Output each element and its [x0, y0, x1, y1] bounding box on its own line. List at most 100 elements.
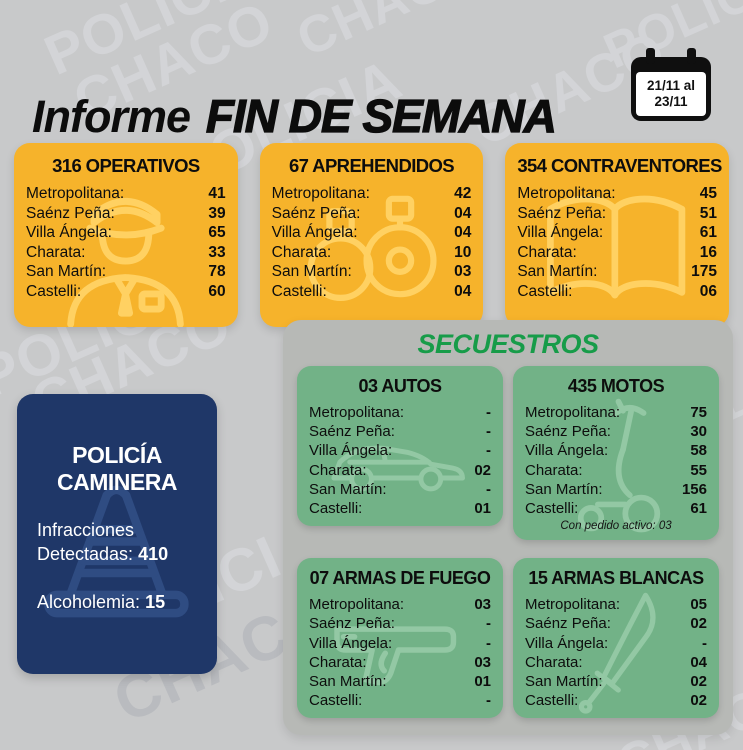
- stat-label: Charata:: [517, 243, 577, 261]
- card-rows: Metropolitana: 75 Saénz Peña: 30 Villa Ángel…: [525, 403, 707, 518]
- stat-label: Castelli:: [517, 282, 573, 300]
- card-title: 354 CONTRAVENTORES: [517, 155, 722, 176]
- calendar-date-line2: 23/11: [654, 94, 688, 109]
- stat-row: Metropolitana: 45: [517, 184, 717, 204]
- stat-label: Saénz Peña:: [26, 204, 115, 222]
- stat-value: 04: [690, 653, 707, 671]
- stat-label: Castelli:: [309, 500, 363, 518]
- stat-value: 55: [690, 461, 707, 479]
- stat-label: Charata:: [309, 461, 367, 479]
- stat-label: Saénz Peña:: [309, 615, 395, 633]
- caminera-title-line2: CAMINERA: [57, 469, 177, 495]
- summary-cards-row: 316 OPERATIVOS Metropolitana: 41 Saénz Peñ…: [14, 143, 730, 327]
- stat-row: Villa Ángela: 04: [272, 223, 472, 243]
- stat-label: Saénz Peña:: [525, 615, 611, 633]
- stat-value: 03: [454, 263, 472, 281]
- stat-value: 16: [699, 243, 718, 261]
- stat-row: Metropolitana: 03: [309, 595, 491, 614]
- stat-value: 04: [454, 282, 472, 300]
- stat-value: -: [486, 442, 491, 460]
- card-rows: Metropolitana: 41 Saénz Peña: 39 Villa Ángel…: [26, 184, 226, 302]
- calendar-date-range: 21/11 al 23/11: [636, 72, 706, 116]
- stat-row: Metropolitana: 05: [525, 595, 707, 614]
- card-title: 435 MOTOS: [567, 376, 665, 396]
- card-rows: Metropolitana: 45 Saénz Peña: 51 Villa Ángel…: [517, 184, 717, 302]
- motos-footer-note: Con pedido activo: 03: [560, 520, 672, 533]
- stat-row: Villa Ángela: -: [309, 634, 491, 653]
- stat-label: Saénz Peña:: [525, 423, 611, 441]
- card-rows: Metropolitana: 05 Saénz Peña: 02 Villa Ángel…: [525, 595, 707, 710]
- stat-row: Castelli: 01: [309, 499, 491, 518]
- stat-row: Saénz Peña: 02: [525, 614, 707, 633]
- stat-value: 10: [454, 243, 472, 261]
- secuestros-title: SECUESTROS: [417, 329, 599, 359]
- stat-label: Villa Ángela:: [271, 224, 358, 242]
- stat-row: Castelli: 61: [525, 499, 707, 518]
- stat-label: San Martín:: [271, 263, 352, 281]
- card-title: 15 ARMAS BLANCAS: [528, 568, 704, 589]
- caminera-card: POLICÍA CAMINERA Infracciones Detectadas…: [17, 394, 217, 674]
- stat-value: 61: [690, 500, 707, 518]
- stat-value: 02: [690, 673, 707, 691]
- stat-row: Charata: 16: [517, 243, 717, 263]
- stat-row: Charata: 02: [309, 461, 491, 480]
- alcoholemia-label: Alcoholemia:: [37, 592, 141, 612]
- card-rows: Metropolitana: 03 Saénz Peña: - Villa Ángela…: [309, 595, 491, 710]
- calendar-icon: 21/11 al 23/11: [631, 48, 711, 121]
- stat-value: 60: [208, 282, 226, 300]
- stat-value: 175: [691, 263, 718, 281]
- card-aprehendidos: 67 APREHENDIDOS Metropolitana: 42 Saénz Pe…: [259, 143, 484, 327]
- stat-row: Charata: 55: [525, 461, 707, 480]
- stat-label: Metropolitana:: [309, 596, 405, 614]
- stat-label: Metropolitana:: [525, 596, 621, 614]
- stat-row: Villa Ángela: 61: [517, 223, 717, 243]
- stat-value: 03: [474, 596, 491, 614]
- stat-value: 03: [474, 653, 491, 671]
- stat-label: San Martín:: [525, 480, 603, 498]
- page-title: Informe FIN DE SEMANA: [32, 89, 557, 143]
- stat-label: Saénz Peña:: [309, 423, 395, 441]
- stat-row: San Martín: -: [309, 480, 491, 499]
- card-title: 316 OPERATIVOS: [52, 155, 200, 176]
- stat-value: 61: [699, 224, 718, 242]
- stat-value: 04: [454, 204, 472, 222]
- caminera-title: POLICÍA CAMINERA: [17, 442, 217, 496]
- stat-row: San Martín: 02: [525, 672, 707, 691]
- stat-value: 01: [474, 500, 491, 518]
- stat-label: Saénz Peña:: [271, 204, 361, 222]
- stat-row: Saénz Peña: 39: [26, 204, 226, 224]
- stat-value: 01: [474, 673, 491, 691]
- stat-label: Castelli:: [26, 282, 82, 300]
- stat-row: Metropolitana: -: [309, 403, 491, 422]
- stat-row: Saénz Peña: 30: [525, 422, 707, 441]
- stat-value: 05: [690, 596, 707, 614]
- stat-row: Castelli: 04: [272, 282, 472, 302]
- stat-value: 33: [208, 243, 226, 261]
- stat-row: San Martín: 78: [26, 262, 226, 282]
- stat-value: 51: [699, 204, 718, 222]
- watermark-text: CHACO: [288, 0, 492, 69]
- calendar-date-line1: 21/11 al: [646, 78, 696, 93]
- calendar-peg-icon: [646, 48, 655, 64]
- stat-label: Metropolitana:: [309, 404, 405, 421]
- stat-value: 78: [208, 263, 226, 281]
- stat-value: -: [486, 480, 491, 498]
- stat-label: Saénz Peña:: [517, 204, 607, 222]
- stat-label: San Martín:: [525, 673, 603, 691]
- secuestros-panel: SECUESTROS 03 AUTOS Metropolit: [283, 320, 733, 735]
- card-contraventores: 354 CONTRAVENTORES Metropolitana: 45 Saénz…: [505, 143, 730, 327]
- stat-row: Saénz Peña: -: [309, 614, 491, 633]
- stat-label: Charata:: [271, 243, 332, 261]
- title-main: FIN DE SEMANA: [205, 90, 557, 143]
- stat-label: Metropolitana:: [525, 404, 621, 421]
- stat-value: 02: [690, 692, 707, 710]
- card-motos: 435 MOTOS Metropolitana: 75 Saénz Peña: 30 V…: [513, 366, 719, 541]
- alcoholemia-value: 15: [145, 592, 166, 612]
- stat-value: 39: [208, 204, 226, 222]
- stat-label: Charata:: [525, 653, 583, 671]
- stat-value: 42: [454, 185, 472, 202]
- stat-label: Villa Ángela:: [26, 224, 112, 242]
- card-title: 67 APREHENDIDOS: [288, 155, 455, 176]
- stat-label: Villa Ángela:: [525, 634, 609, 652]
- watermark-text: POLICIA: [35, 0, 275, 87]
